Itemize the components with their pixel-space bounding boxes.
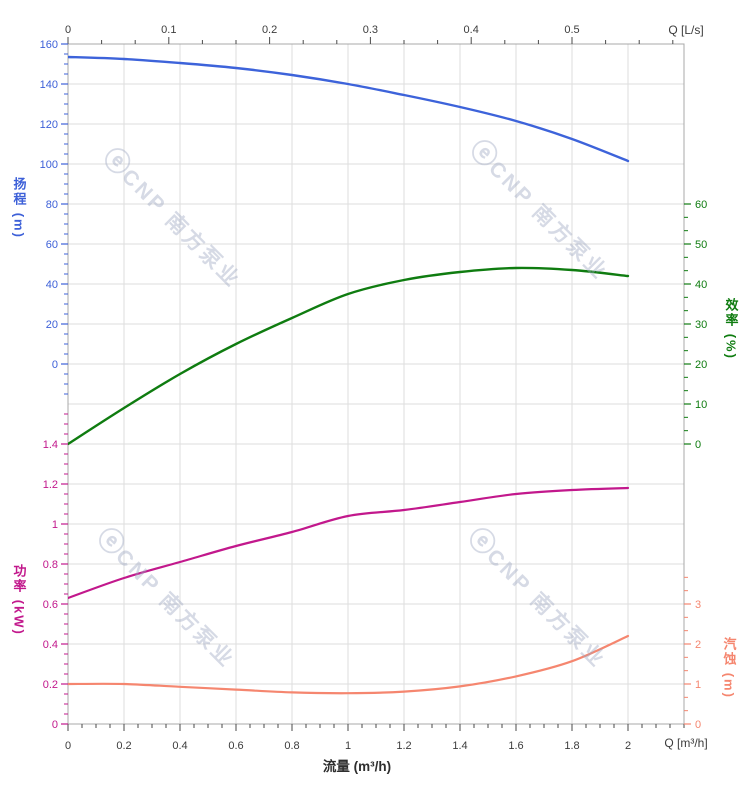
top-axis: 0 0.1 0.2 0.3 0.4 0.5 [65, 24, 674, 44]
svg-text:0.6: 0.6 [43, 599, 58, 611]
bottom-axis: 0 0.2 0.4 0.6 0.8 1 1.2 1.4 1.6 1.8 2 [65, 724, 685, 752]
svg-text:100: 100 [40, 159, 58, 171]
top-axis-unit-label: Q [L/s] [668, 23, 704, 37]
efficiency-axis: 60 50 40 30 20 10 0 [684, 199, 707, 451]
power-axis: 1.4 1.2 1 0.8 0.6 0.4 0.2 0 [43, 413, 68, 731]
svg-text:0.1: 0.1 [161, 24, 176, 36]
power-axis-title: 功率 (kW) [11, 564, 27, 636]
npsh-curve [68, 634, 630, 695]
svg-text:1.8: 1.8 [564, 740, 579, 752]
svg-text:0.8: 0.8 [43, 559, 58, 571]
svg-text:1.2: 1.2 [43, 479, 58, 491]
svg-text:0.4: 0.4 [43, 639, 58, 651]
svg-text:60: 60 [46, 239, 58, 251]
svg-text:40: 40 [695, 279, 707, 291]
svg-text:20: 20 [695, 359, 707, 371]
svg-text:60: 60 [695, 199, 707, 211]
svg-text:140: 140 [40, 79, 58, 91]
svg-text:1.2: 1.2 [396, 740, 411, 752]
svg-text:10: 10 [695, 399, 707, 411]
svg-text:0.6: 0.6 [228, 740, 243, 752]
svg-text:0.4: 0.4 [172, 740, 187, 752]
svg-text:0: 0 [52, 719, 58, 731]
svg-text:0.3: 0.3 [363, 24, 378, 36]
svg-text:0.2: 0.2 [262, 24, 277, 36]
npsh-axis-title: 汽蚀 (m) [721, 637, 737, 699]
svg-text:0: 0 [695, 439, 701, 451]
svg-text:0.5: 0.5 [564, 24, 579, 36]
svg-text:1.6: 1.6 [508, 740, 523, 752]
svg-text:2: 2 [625, 740, 631, 752]
svg-text:0: 0 [52, 359, 58, 371]
svg-text:0.8: 0.8 [284, 740, 299, 752]
power-curve [68, 486, 630, 600]
svg-text:50: 50 [695, 239, 707, 251]
head-axis: 160 140 120 100 80 60 40 20 0 [40, 39, 68, 395]
svg-text:0: 0 [65, 740, 71, 752]
bottom-axis-unit-label: Q [m³/h] [664, 736, 708, 750]
svg-text:1: 1 [345, 740, 351, 752]
svg-text:1.4: 1.4 [452, 740, 467, 752]
svg-text:160: 160 [40, 39, 58, 51]
svg-text:1.4: 1.4 [43, 439, 58, 451]
head-axis-title: 扬程 (m) [11, 177, 27, 239]
svg-text:80: 80 [46, 199, 58, 211]
svg-text:0.2: 0.2 [116, 740, 131, 752]
svg-text:30: 30 [695, 319, 707, 331]
svg-text:120: 120 [40, 119, 58, 131]
head-curve [68, 55, 630, 163]
npsh-axis: 3 2 1 0 [684, 576, 701, 731]
svg-text:20: 20 [46, 319, 58, 331]
svg-text:2: 2 [695, 639, 701, 651]
svg-text:40: 40 [46, 279, 58, 291]
svg-text:3: 3 [695, 599, 701, 611]
svg-text:1: 1 [52, 519, 58, 531]
svg-text:0.4: 0.4 [464, 24, 479, 36]
svg-text:0.2: 0.2 [43, 679, 58, 691]
curves [68, 55, 630, 695]
flow-axis-title: 流量 (m³/h) [322, 759, 392, 774]
svg-text:0: 0 [65, 24, 71, 36]
efficiency-curve [68, 266, 630, 446]
efficiency-axis-title: 效率 (%) [723, 298, 739, 360]
svg-text:0: 0 [695, 719, 701, 731]
svg-text:1: 1 [695, 679, 701, 691]
